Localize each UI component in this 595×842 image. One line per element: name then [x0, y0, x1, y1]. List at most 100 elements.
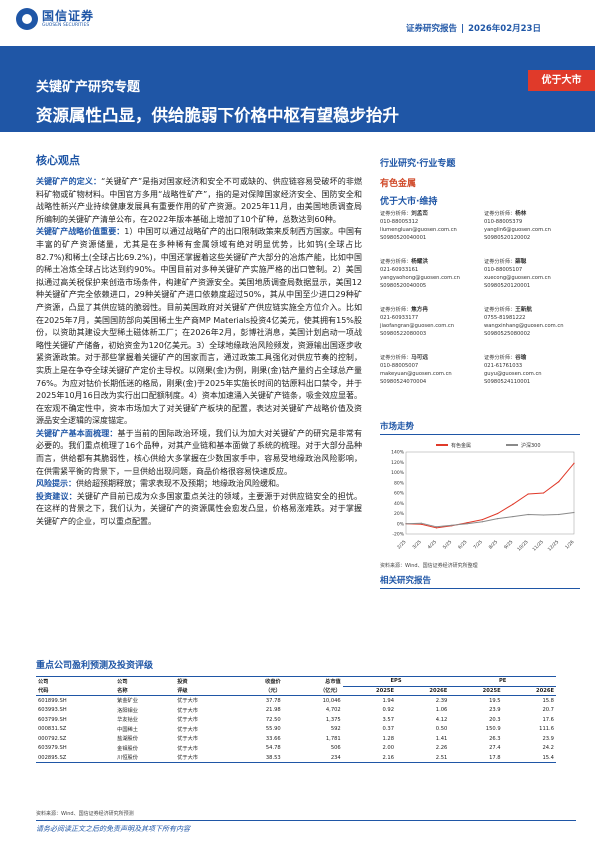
table-cell: 10,046: [322, 697, 341, 704]
table-cell: 603993.SH: [38, 707, 67, 714]
analyst-name: 谷瑜: [515, 355, 527, 361]
earnings-forecast-table: 公司 公司 投资 收盘价 总市值 EPS PE 代码 名称 评级 （元） （亿元…: [36, 676, 556, 764]
analyst-card: 证券分析师：刘孟峦 010-88005312 liumengluan@guosen.…: [380, 210, 476, 242]
analyst-license: S0980520120001: [484, 283, 531, 289]
x-tick-label: 9/25: [503, 539, 514, 550]
industry-label: 行业研究·行业专题: [380, 159, 456, 169]
table-cell: 24.2: [542, 745, 554, 752]
series-point: [527, 493, 529, 495]
analyst-email[interactable]: jiaofangran@guosen.com.cn: [380, 323, 455, 329]
analyst-card: 证券分析师：薛聪 010-88005107 xuecong@guosen.com.c…: [484, 258, 580, 290]
table-cell: 506: [330, 745, 341, 752]
x-tick-label: 5/25: [442, 539, 453, 550]
table-cell: 4,702: [325, 707, 341, 714]
divider: [380, 588, 580, 589]
footer-divider: [36, 820, 576, 821]
analyst-email[interactable]: liumengluan@guosen.com.cn: [380, 227, 457, 233]
paragraph-label: 关键矿产的定义：: [36, 177, 102, 186]
table-cell: 15.8: [542, 697, 554, 704]
x-tick-label: 6/25: [457, 539, 468, 550]
header-cell: 2025E: [342, 686, 397, 697]
table-cell: 1,781: [325, 735, 341, 742]
analyst-email[interactable]: guyu@guosen.com.cn: [484, 371, 542, 377]
table-cell: 4.12: [435, 716, 448, 723]
chart-source: 资料来源：Wind、国信证券经济研究所整理: [380, 563, 478, 569]
table-cell: 金钼股份: [117, 745, 138, 752]
series-point: [451, 524, 453, 526]
analyst-phone: 010-88005379: [484, 219, 523, 225]
analyst-card: 证券分析师：王新航 0755-81981222 wangxinhang@guosen…: [484, 306, 580, 338]
table-cell: 3.57: [382, 716, 395, 723]
analyst-heading: 证券分析师：马可远: [380, 354, 476, 362]
logo-name-cn: 国信证券: [42, 9, 95, 23]
analyst-email[interactable]: makeyuan@guosen.com.cn: [380, 371, 452, 377]
table-cell: 234: [282, 753, 343, 764]
table-cell: 20.7: [542, 707, 554, 714]
table-cell: 1,375: [325, 716, 341, 723]
y-tick-label: -20%: [392, 532, 404, 538]
series-point: [558, 481, 560, 483]
analyst-email[interactable]: yangyaohong@guosen.com.cn: [380, 275, 460, 281]
table-cell: 优于大市: [175, 753, 236, 764]
report-title: 资源属性凸显，供给脆弱下价格中枢有望稳步抬升: [36, 106, 399, 125]
header-cell: （亿元）: [282, 686, 343, 697]
analyst-phone: 021-60933161: [380, 267, 419, 273]
x-tick-label: 2/25: [396, 539, 407, 550]
table-cell: 盐湖股份: [117, 736, 138, 743]
table-header-row: 代码 名称 评级 （元） （亿元） 2025E 2026E 2025E 2026…: [36, 686, 556, 697]
table-row: 601899.SH 紫金矿业 优于大市 37.78 10,046 1.94 2.39 19.5…: [36, 696, 556, 706]
table-cell: 川恒股份: [115, 753, 176, 764]
y-tick-label: 40%: [394, 501, 405, 507]
analyst-license: S0980520120002: [484, 235, 531, 241]
market-chart: -20% 0% 20% 40% 60% 80% 100% 120% 140% 2/25 3/25 4/…: [380, 438, 580, 556]
analyst-license: S0980522080003: [380, 331, 427, 337]
table-cell: 21.98: [265, 707, 281, 714]
core-paragraph: 关键矿产基本面梳理：基于当前的国际政治环境，我们认为加大对关键矿产的研究是非常有…: [36, 428, 362, 478]
related-reports-title: 相关研究报告: [380, 576, 432, 586]
analyst-email[interactable]: xuecong@guosen.com.cn: [484, 275, 551, 281]
table-cell: 1.06: [435, 707, 448, 714]
x-tick-label: 12/25: [547, 539, 561, 553]
table-cell: 华友钴业: [117, 717, 138, 724]
sector-rating: 优于大市·维持: [380, 197, 438, 207]
series-point: [466, 522, 468, 524]
analyst-heading: 证券分析师：王新航: [484, 306, 580, 314]
analyst-name: 杨耀洪: [411, 259, 428, 265]
analyst-phone: 010-88005107: [484, 267, 523, 273]
analyst-name: 杨林: [515, 211, 527, 217]
analyst-heading: 证券分析师：杨耀洪: [380, 258, 476, 266]
table-row: 603993.SH 洛阳钼业 优于大市 21.98 4,702 0.92 1.06 23.9 2…: [36, 705, 556, 715]
core-paragraph: 投资建议：关键矿产目前已成为众多国家重点关注的领域，主要源于对供应链安全的担忧。…: [36, 491, 362, 529]
analyst-email[interactable]: wangxinhang@guosen.com.cn: [484, 323, 564, 329]
header-cell: 总市值: [282, 676, 343, 687]
x-tick-label: 4/25: [427, 539, 438, 550]
analyst-title: 证券分析师：: [380, 307, 412, 313]
table-cell: 23.9: [489, 707, 501, 714]
table-row: 603979.SH 金钼股份 优于大市 54.78 506 2.00 2.26 27.4 24.…: [36, 744, 556, 754]
y-tick-label: 140%: [391, 450, 405, 456]
table-cell: 中国稀土: [117, 726, 138, 733]
table-cell: 150.9: [485, 726, 501, 733]
header-cell: 2026E: [502, 686, 556, 697]
header-cell-eps: EPS: [342, 676, 450, 687]
analyst-phone: 010-88005312: [380, 219, 419, 225]
series-point: [466, 523, 468, 525]
table-cell: 002895.SZ: [36, 753, 116, 764]
paragraph-text: 供给超预期释放；需求表现不及预期；地缘政治风险缓和。: [76, 479, 284, 489]
analyst-card: 证券分析师：杨耀洪 021-60933161 yangyaohong@guosen.…: [380, 258, 476, 290]
analyst-heading: 证券分析师：谷瑜: [484, 354, 580, 362]
x-tick-label: 8/25: [488, 539, 499, 550]
table-cell: 优于大市: [177, 707, 198, 714]
table-cell: 601899.SH: [38, 697, 67, 704]
table-cell: 54.78: [265, 745, 281, 752]
table-cell: 0.50: [435, 726, 448, 733]
series-point: [497, 518, 499, 520]
analyst-phone: 021-61761033: [484, 363, 523, 369]
analyst-card: 证券分析师：马可远 010-88005007 makeyuan@guosen.com…: [380, 354, 476, 386]
analyst-email[interactable]: yanglin6@guosen.com.cn: [484, 227, 551, 233]
table-cell: 优于大市: [177, 726, 198, 733]
header-cell: 公司: [36, 676, 116, 687]
header-cell: 投资: [175, 676, 236, 687]
y-tick-label: 80%: [394, 480, 405, 486]
table-cell: 2.16: [342, 753, 397, 764]
